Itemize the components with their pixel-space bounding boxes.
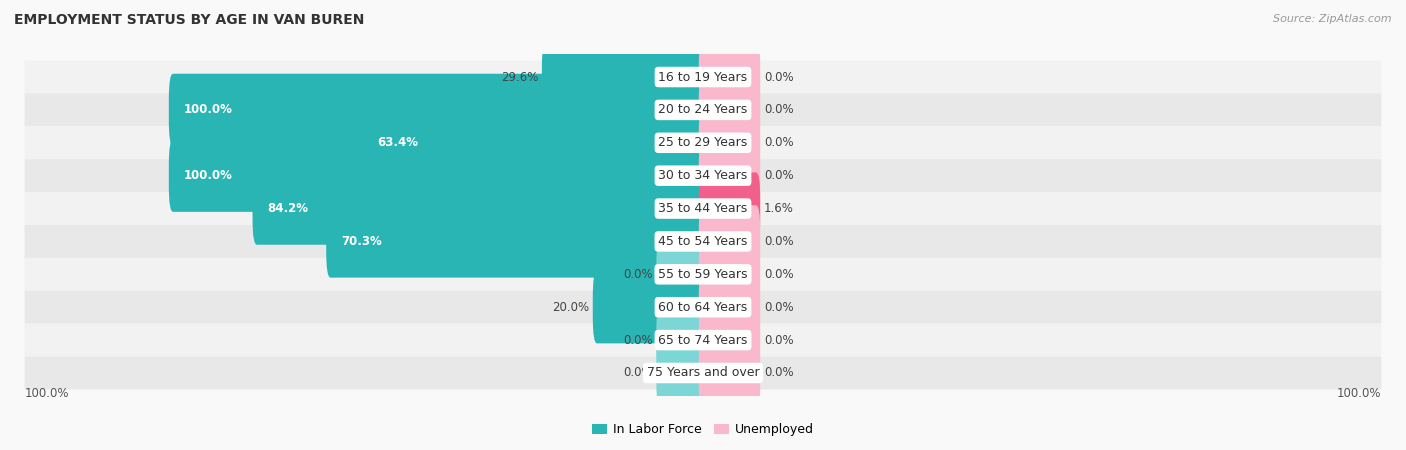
Text: 100.0%: 100.0% — [1337, 387, 1381, 400]
Text: 29.6%: 29.6% — [501, 71, 538, 84]
Text: EMPLOYMENT STATUS BY AGE IN VAN BUREN: EMPLOYMENT STATUS BY AGE IN VAN BUREN — [14, 14, 364, 27]
FancyBboxPatch shape — [24, 356, 1382, 389]
Text: 70.3%: 70.3% — [342, 235, 382, 248]
Legend: In Labor Force, Unemployed: In Labor Force, Unemployed — [586, 418, 820, 441]
Text: 75 Years and over: 75 Years and over — [647, 366, 759, 379]
FancyBboxPatch shape — [253, 172, 707, 245]
Text: 0.0%: 0.0% — [623, 268, 652, 281]
FancyBboxPatch shape — [363, 107, 707, 179]
FancyBboxPatch shape — [24, 324, 1382, 356]
FancyBboxPatch shape — [699, 140, 761, 212]
FancyBboxPatch shape — [699, 41, 761, 113]
FancyBboxPatch shape — [699, 205, 761, 278]
FancyBboxPatch shape — [699, 107, 761, 179]
FancyBboxPatch shape — [326, 205, 707, 278]
Text: 100.0%: 100.0% — [25, 387, 69, 400]
Text: 100.0%: 100.0% — [184, 169, 232, 182]
Text: 0.0%: 0.0% — [763, 301, 793, 314]
Text: Source: ZipAtlas.com: Source: ZipAtlas.com — [1274, 14, 1392, 23]
FancyBboxPatch shape — [699, 337, 761, 409]
Text: 1.6%: 1.6% — [763, 202, 794, 215]
FancyBboxPatch shape — [24, 61, 1382, 94]
FancyBboxPatch shape — [24, 126, 1382, 159]
FancyBboxPatch shape — [699, 172, 761, 245]
FancyBboxPatch shape — [24, 225, 1382, 258]
FancyBboxPatch shape — [24, 258, 1382, 291]
Text: 0.0%: 0.0% — [623, 366, 652, 379]
Text: 65 to 74 Years: 65 to 74 Years — [658, 333, 748, 346]
FancyBboxPatch shape — [593, 271, 707, 343]
Text: 25 to 29 Years: 25 to 29 Years — [658, 136, 748, 149]
Text: 0.0%: 0.0% — [763, 104, 793, 117]
Text: 45 to 54 Years: 45 to 54 Years — [658, 235, 748, 248]
FancyBboxPatch shape — [699, 271, 761, 343]
Text: 100.0%: 100.0% — [184, 104, 232, 117]
FancyBboxPatch shape — [657, 238, 707, 310]
Text: 55 to 59 Years: 55 to 59 Years — [658, 268, 748, 281]
FancyBboxPatch shape — [699, 304, 761, 376]
Text: 35 to 44 Years: 35 to 44 Years — [658, 202, 748, 215]
Text: 84.2%: 84.2% — [267, 202, 308, 215]
Text: 0.0%: 0.0% — [763, 136, 793, 149]
Text: 20.0%: 20.0% — [553, 301, 589, 314]
Text: 60 to 64 Years: 60 to 64 Years — [658, 301, 748, 314]
Text: 0.0%: 0.0% — [763, 333, 793, 346]
Text: 30 to 34 Years: 30 to 34 Years — [658, 169, 748, 182]
FancyBboxPatch shape — [699, 238, 761, 310]
FancyBboxPatch shape — [169, 74, 707, 146]
FancyBboxPatch shape — [699, 74, 761, 146]
FancyBboxPatch shape — [24, 94, 1382, 126]
FancyBboxPatch shape — [24, 291, 1382, 324]
FancyBboxPatch shape — [541, 41, 707, 113]
Text: 63.4%: 63.4% — [378, 136, 419, 149]
FancyBboxPatch shape — [169, 140, 707, 212]
FancyBboxPatch shape — [24, 192, 1382, 225]
Text: 0.0%: 0.0% — [763, 366, 793, 379]
Text: 16 to 19 Years: 16 to 19 Years — [658, 71, 748, 84]
Text: 0.0%: 0.0% — [763, 71, 793, 84]
Text: 20 to 24 Years: 20 to 24 Years — [658, 104, 748, 117]
Text: 0.0%: 0.0% — [763, 235, 793, 248]
FancyBboxPatch shape — [657, 337, 707, 409]
Text: 0.0%: 0.0% — [763, 268, 793, 281]
Text: 0.0%: 0.0% — [623, 333, 652, 346]
FancyBboxPatch shape — [657, 304, 707, 376]
Text: 0.0%: 0.0% — [763, 169, 793, 182]
FancyBboxPatch shape — [24, 159, 1382, 192]
